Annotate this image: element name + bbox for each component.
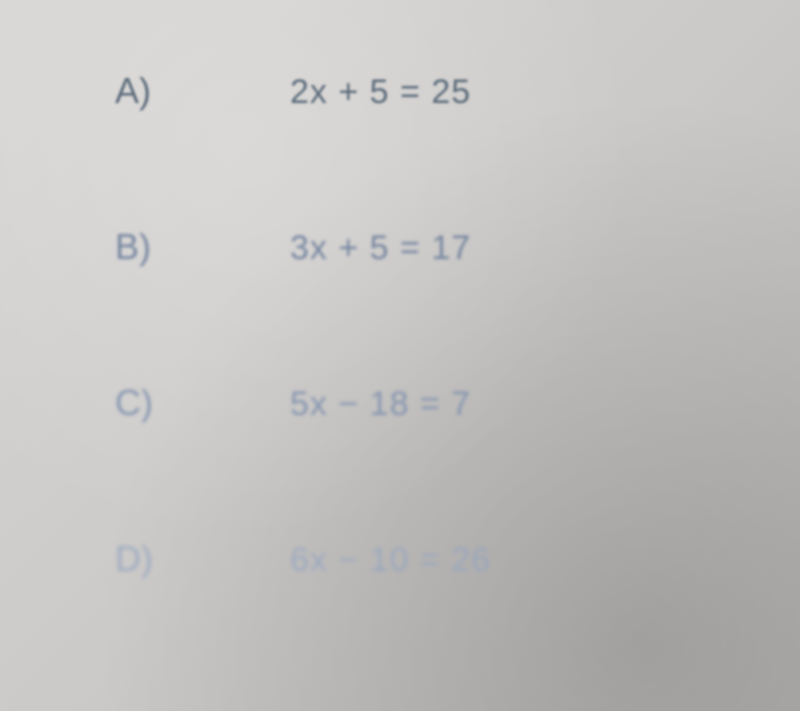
option-equation-b: 3x + 5 = 17	[290, 229, 471, 268]
option-row-c: C) 5x − 18 = 7	[115, 382, 800, 424]
option-row-b: B) 3x + 5 = 17	[115, 226, 800, 268]
option-equation-a: 2x + 5 = 25	[290, 73, 471, 112]
option-row-d: D) 6x − 10 = 26	[115, 538, 800, 580]
option-label-b: B)	[115, 226, 290, 268]
options-list: A) 2x + 5 = 25 B) 3x + 5 = 17 C) 5x − 18…	[0, 0, 800, 580]
option-equation-c: 5x − 18 = 7	[290, 385, 471, 424]
option-equation-d: 6x − 10 = 26	[290, 541, 491, 580]
option-row-a: A) 2x + 5 = 25	[115, 70, 800, 112]
option-label-d: D)	[115, 538, 290, 580]
option-label-a: A)	[115, 70, 290, 112]
option-label-c: C)	[115, 382, 290, 424]
